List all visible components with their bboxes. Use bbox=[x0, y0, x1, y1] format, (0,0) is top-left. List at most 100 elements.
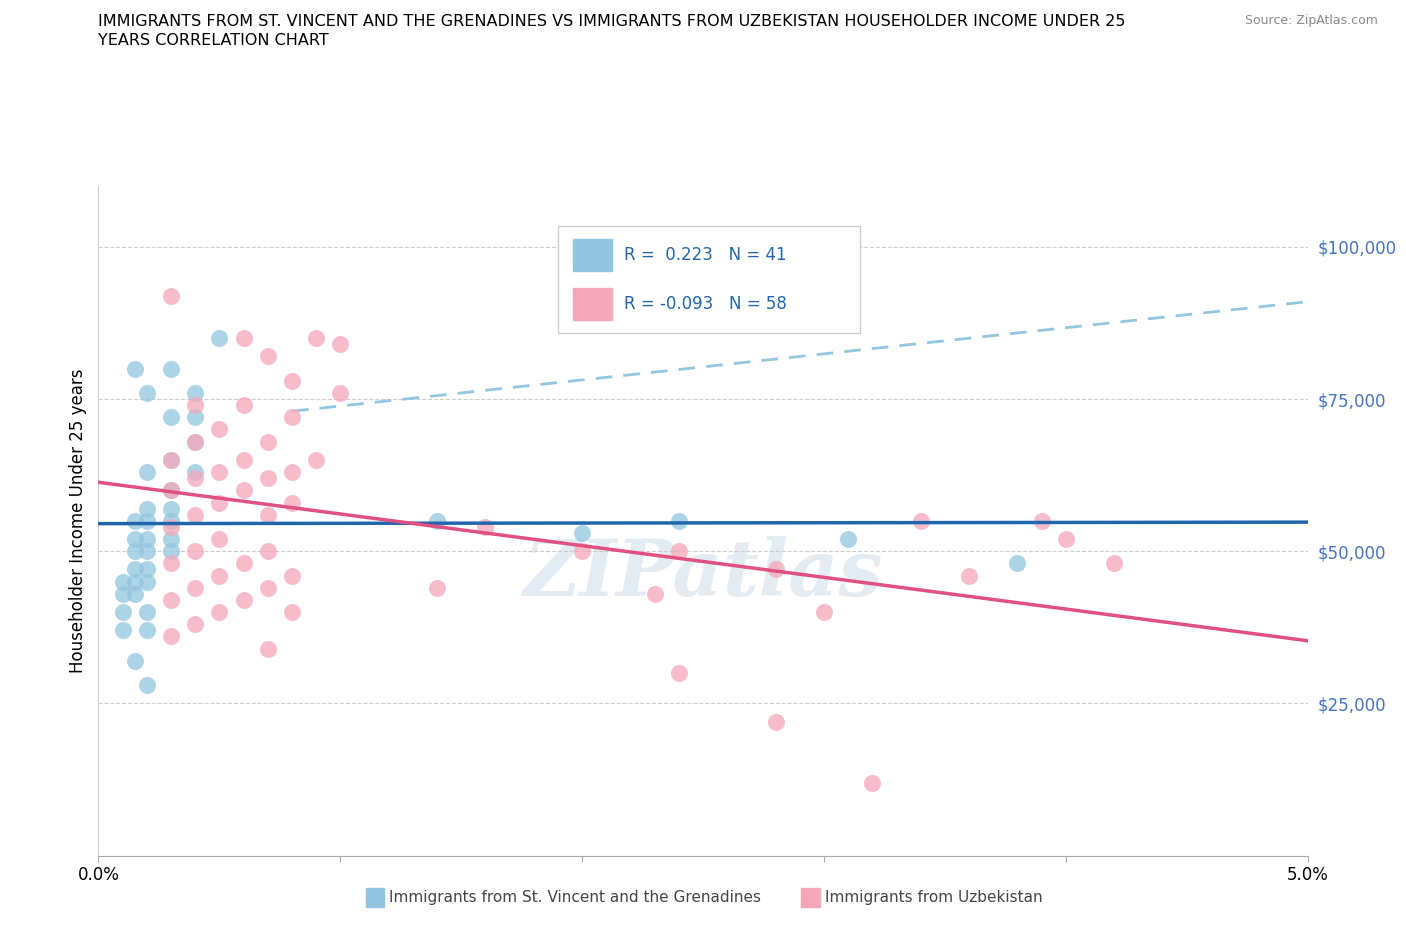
Point bbox=[111, 604, 134, 619]
Point bbox=[305, 453, 328, 468]
Point bbox=[160, 556, 183, 571]
Point bbox=[184, 434, 207, 449]
Point bbox=[184, 580, 207, 595]
Point bbox=[184, 471, 207, 485]
Point bbox=[668, 666, 690, 681]
Point bbox=[160, 361, 183, 376]
Point bbox=[135, 574, 157, 589]
Point bbox=[135, 532, 157, 547]
Text: YEARS CORRELATION CHART: YEARS CORRELATION CHART bbox=[98, 33, 329, 47]
Point bbox=[124, 562, 146, 577]
Point bbox=[813, 604, 835, 619]
Point bbox=[184, 617, 207, 631]
Point bbox=[256, 544, 278, 559]
Point bbox=[957, 568, 980, 583]
Point bbox=[111, 574, 134, 589]
Y-axis label: Householder Income Under 25 years: Householder Income Under 25 years bbox=[69, 368, 87, 673]
Point bbox=[124, 532, 146, 547]
Point bbox=[184, 398, 207, 413]
Point bbox=[256, 471, 278, 485]
Point bbox=[160, 483, 183, 498]
Point bbox=[329, 337, 352, 352]
Point bbox=[160, 592, 183, 607]
Text: IMMIGRANTS FROM ST. VINCENT AND THE GRENADINES VS IMMIGRANTS FROM UZBEKISTAN HOU: IMMIGRANTS FROM ST. VINCENT AND THE GREN… bbox=[98, 14, 1126, 29]
Point bbox=[232, 483, 254, 498]
Point bbox=[256, 507, 278, 522]
Point bbox=[256, 434, 278, 449]
Point bbox=[1031, 513, 1053, 528]
Point bbox=[160, 410, 183, 425]
Point bbox=[160, 501, 183, 516]
Point bbox=[281, 604, 304, 619]
Text: Immigrants from St. Vincent and the Grenadines: Immigrants from St. Vincent and the Gren… bbox=[389, 890, 762, 905]
Point bbox=[160, 520, 183, 535]
Bar bbox=[574, 239, 613, 272]
Point bbox=[208, 331, 231, 346]
Text: R = -0.093   N = 58: R = -0.093 N = 58 bbox=[624, 296, 787, 313]
Point bbox=[184, 410, 207, 425]
Text: R =  0.223   N = 41: R = 0.223 N = 41 bbox=[624, 246, 787, 264]
Point bbox=[124, 361, 146, 376]
Point bbox=[184, 544, 207, 559]
Point bbox=[184, 507, 207, 522]
Point bbox=[910, 513, 932, 528]
Point bbox=[135, 465, 157, 480]
Point bbox=[160, 532, 183, 547]
Point bbox=[111, 623, 134, 638]
Point bbox=[208, 422, 231, 437]
Point bbox=[1054, 532, 1077, 547]
Point bbox=[208, 568, 231, 583]
Point bbox=[160, 544, 183, 559]
Point bbox=[160, 513, 183, 528]
Point bbox=[571, 544, 593, 559]
Point bbox=[184, 465, 207, 480]
Point bbox=[232, 592, 254, 607]
Point bbox=[111, 587, 134, 602]
Point bbox=[160, 453, 183, 468]
Point bbox=[837, 532, 859, 547]
Point bbox=[135, 386, 157, 401]
Point bbox=[124, 544, 146, 559]
FancyBboxPatch shape bbox=[558, 226, 860, 333]
Point bbox=[124, 574, 146, 589]
Point bbox=[160, 453, 183, 468]
Point bbox=[860, 775, 883, 790]
Point bbox=[135, 678, 157, 693]
Point bbox=[135, 604, 157, 619]
Point bbox=[124, 654, 146, 669]
Point bbox=[1007, 556, 1029, 571]
Point bbox=[281, 568, 304, 583]
Point bbox=[305, 331, 328, 346]
Point bbox=[571, 525, 593, 540]
Point bbox=[135, 623, 157, 638]
Point bbox=[208, 604, 231, 619]
Point bbox=[160, 288, 183, 303]
Point bbox=[184, 386, 207, 401]
Point bbox=[135, 544, 157, 559]
Point bbox=[208, 465, 231, 480]
Point bbox=[160, 629, 183, 644]
Point bbox=[232, 556, 254, 571]
Text: Source: ZipAtlas.com: Source: ZipAtlas.com bbox=[1244, 14, 1378, 27]
Point bbox=[281, 410, 304, 425]
Point bbox=[208, 495, 231, 510]
Point bbox=[426, 580, 449, 595]
Point bbox=[644, 587, 666, 602]
Point bbox=[135, 513, 157, 528]
Point bbox=[232, 331, 254, 346]
Point bbox=[160, 483, 183, 498]
Point bbox=[281, 465, 304, 480]
Point bbox=[232, 453, 254, 468]
Point bbox=[668, 544, 690, 559]
Point bbox=[256, 641, 278, 656]
Point bbox=[765, 562, 787, 577]
Point bbox=[208, 532, 231, 547]
Point bbox=[184, 434, 207, 449]
Point bbox=[474, 520, 496, 535]
Point bbox=[281, 495, 304, 510]
Text: ZIPatlas: ZIPatlas bbox=[523, 536, 883, 613]
Point bbox=[281, 373, 304, 388]
Point bbox=[426, 513, 449, 528]
Point bbox=[232, 398, 254, 413]
Point bbox=[124, 587, 146, 602]
